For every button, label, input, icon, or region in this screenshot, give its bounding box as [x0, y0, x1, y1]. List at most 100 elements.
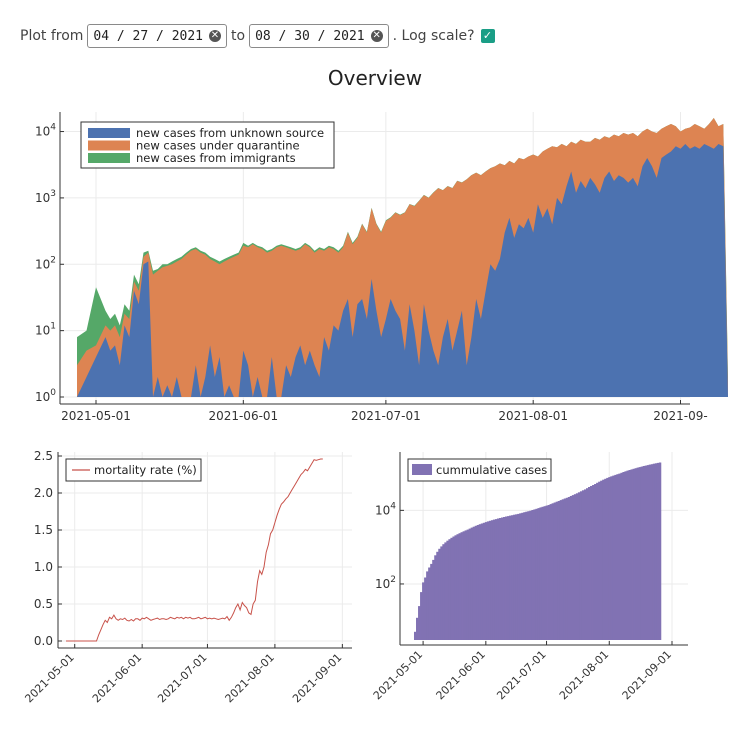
cumulative-bar: [626, 470, 629, 640]
mortality-legend-box: [65, 458, 202, 482]
cumulative-x-tick-label: 2021-09-01: [620, 648, 674, 702]
overview-legend-label: new cases under quarantine: [136, 139, 300, 153]
overview-x-tick-label: 2021-06-01: [208, 409, 278, 423]
cumulative-legend-label: cummulative cases: [436, 463, 547, 477]
cumulative-bar: [638, 467, 642, 640]
cumulative-y-tick-label: 104: [375, 501, 396, 517]
cumulative-bar: [492, 519, 496, 640]
cumulative-bar: [620, 472, 623, 640]
cumulative-bar: [480, 523, 484, 640]
cumulative-y-tick-label: 102: [375, 575, 396, 591]
cumulative-bar: [446, 540, 449, 640]
cumulative-bar: [460, 532, 463, 640]
cumulative-bar: [444, 542, 447, 640]
cumulative-bar: [523, 512, 526, 640]
mortality-y-tick-label: 2.0: [34, 486, 53, 500]
overview-x-tick-label: 2021-09-: [653, 409, 707, 423]
clear-start-date-icon[interactable]: ✕: [209, 30, 221, 42]
overview-y-tick-label: 103: [35, 189, 56, 205]
cumulative-bar: [525, 511, 528, 640]
mortality-x-tick-label: 2021-08-01: [223, 651, 277, 705]
cumulative-bar: [468, 528, 472, 640]
cumulative-bar: [604, 478, 607, 640]
log-scale-label: . Log scale?: [392, 28, 475, 44]
cumulative-bar: [416, 617, 419, 640]
cumulative-bar: [590, 486, 593, 640]
cumulative-bar: [486, 521, 490, 640]
cumulative-bar: [490, 520, 494, 640]
cumulative-legend: cummulative cases: [407, 458, 552, 482]
end-date-value: 08 / 30 / 2021: [255, 28, 365, 44]
cumulative-bar: [533, 509, 536, 640]
cumulative-bar: [513, 514, 516, 640]
cumulative-bar: [608, 477, 611, 640]
cumulative-bar: [424, 577, 427, 640]
cumulative-bar: [535, 508, 538, 640]
cumulative-bar: [650, 464, 654, 640]
cumulative-bar: [470, 527, 474, 640]
cumulative-bar: [557, 501, 561, 640]
overview-x-tick-label: 2021-05-01: [61, 409, 131, 423]
cumulative-bar: [515, 514, 518, 640]
cumulative-bar: [567, 497, 571, 640]
cumulative-bar: [503, 517, 506, 640]
cumulative-bar: [632, 468, 635, 640]
cumulative-bar: [494, 519, 498, 640]
cumulative-bar: [545, 505, 548, 640]
overview-legend-label: new cases from immigrants: [136, 151, 296, 165]
cumulative-bar: [656, 462, 660, 640]
cumulative-bar: [610, 476, 613, 640]
cumulative-bar: [559, 500, 563, 640]
cumulative-bar: [553, 502, 557, 640]
cumulative-bar: [549, 504, 552, 640]
cumulative-bar: [454, 535, 457, 640]
cumulative-bar: [630, 469, 633, 640]
cumulative-bar: [596, 482, 599, 640]
cumulative-bar: [654, 463, 658, 640]
log-scale-checkbox[interactable]: ✓: [480, 29, 495, 43]
cumulative-x-tick-label: 2021-08-01: [557, 648, 611, 702]
cumulative-bar: [586, 488, 589, 640]
cumulative-bar: [640, 466, 644, 640]
cumulative-bar: [594, 484, 597, 640]
clear-end-date-icon[interactable]: ✕: [370, 30, 383, 42]
cumulative-bar: [462, 531, 465, 640]
cumulative-bar: [569, 496, 573, 640]
cumulative-bar: [658, 462, 662, 640]
start-date-input[interactable]: 04 / 27 / 2021 ✕: [87, 24, 227, 48]
cumulative-bar: [428, 567, 431, 640]
mortality-line: [66, 458, 323, 642]
mortality-x-tick-label: 2021-09-01: [290, 651, 344, 705]
cumulative-bar: [482, 522, 486, 640]
cumulative-bar: [636, 467, 640, 640]
cumulative-bar: [505, 516, 508, 640]
cumulative-bar: [577, 492, 581, 640]
cumulative-bar: [537, 508, 540, 640]
cumulative-bar: [529, 510, 532, 640]
plot-from-label: Plot from: [20, 28, 84, 44]
cumulative-bar: [521, 512, 524, 640]
cumulative-bar: [541, 506, 544, 640]
cumulative-legend-box: [407, 458, 552, 482]
mortality-y-tick-label: 1.0: [34, 560, 53, 574]
cumulative-bar: [436, 551, 439, 640]
cumulative-bar: [456, 534, 459, 640]
cumulative-bar: [413, 631, 417, 640]
cumulative-bar: [547, 505, 550, 640]
cumulative-bar: [519, 513, 522, 640]
cumulative-bar: [472, 526, 476, 640]
cumulative-bar: [555, 501, 559, 640]
cumulative-bar: [527, 511, 530, 640]
cumulative-bar: [464, 530, 467, 640]
cumulative-bar: [420, 592, 423, 640]
end-date-input[interactable]: 08 / 30 / 2021 ✕: [249, 24, 389, 48]
cumulative-bar: [543, 506, 546, 640]
cumulative-bar: [563, 498, 567, 640]
cumulative-bar: [509, 515, 512, 640]
cumulative-bar: [484, 522, 488, 640]
cumulative-bar: [600, 480, 603, 640]
overview-legend-label: new cases from unknown source: [136, 126, 324, 140]
cumulative-x-tick-label: 2021-05-01: [371, 648, 425, 702]
cumulative-bar: [648, 464, 652, 640]
